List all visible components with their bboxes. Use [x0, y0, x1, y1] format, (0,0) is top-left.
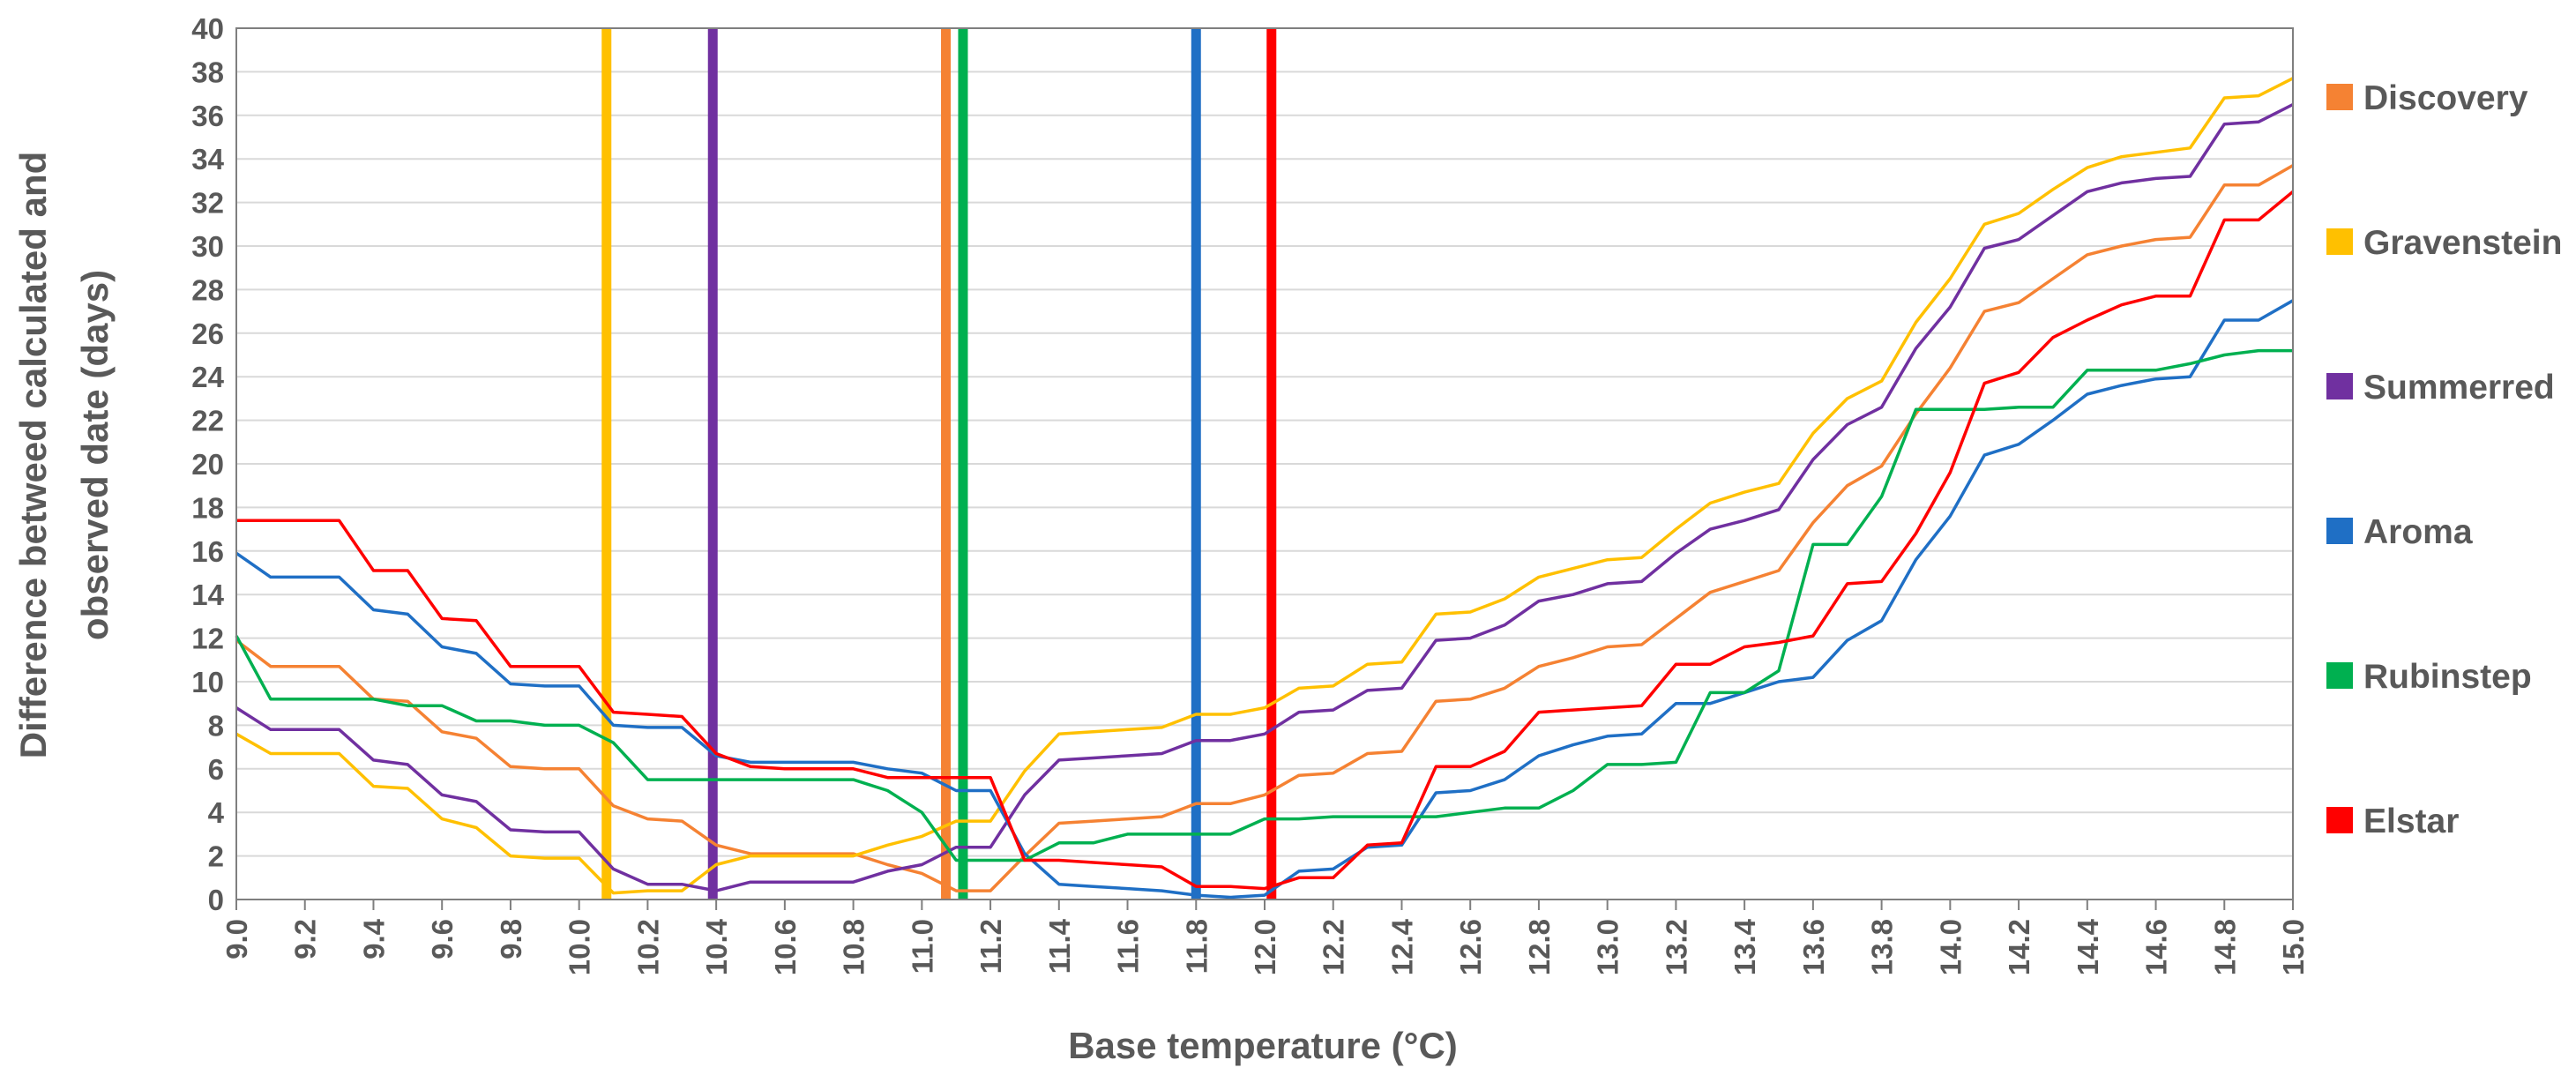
y-tick-label: 30 — [191, 230, 224, 263]
y-tick-label: 28 — [191, 273, 224, 306]
legend-swatch-rubinstep — [2326, 662, 2353, 689]
x-tick-label: 12.4 — [1385, 918, 1418, 975]
x-tick-label: 14.8 — [2208, 919, 2241, 975]
legend-label-discovery: Discovery — [2363, 79, 2528, 117]
optimum-markers — [601, 28, 1277, 900]
legend-swatch-aroma — [2326, 518, 2353, 544]
x-tick-label: 10.6 — [769, 919, 802, 975]
y-tick-label: 22 — [191, 405, 224, 437]
legend-swatch-discovery — [2326, 84, 2353, 110]
x-tick-label: 10.0 — [564, 919, 596, 975]
x-tick-label: 13.2 — [1660, 919, 1692, 975]
y-axis-title-line-2: observed date (days) — [74, 270, 116, 640]
x-tick-label: 12.8 — [1523, 919, 1556, 975]
x-tick-label: 9.0 — [220, 919, 253, 959]
y-tick-label: 18 — [191, 491, 224, 524]
y-tick-label: 40 — [191, 12, 224, 45]
x-axis-ticks: 9.0 9.2 9.4 9.6 9.8 10.0 10.2 10.4 10.6 10.8 11.0 1… — [220, 900, 2310, 975]
y-tick-label: 24 — [191, 361, 224, 393]
y-tick-label: 34 — [191, 143, 224, 175]
y-tick-label: 6 — [208, 753, 224, 786]
legend: Discovery Gravenstein Summerred Aroma Rubins… — [2326, 79, 2562, 840]
x-tick-label: 11.6 — [1112, 919, 1145, 974]
y-tick-label: 12 — [191, 623, 224, 655]
series-line-rubinstep — [235, 348, 2293, 862]
x-tick-label: 12.0 — [1249, 919, 1281, 975]
series-line-summerred — [235, 102, 2294, 892]
y-tick-label: 0 — [208, 884, 224, 916]
x-tick-label: 14.2 — [2003, 919, 2035, 975]
y-tick-label: 36 — [191, 100, 224, 132]
legend-swatch-summerred — [2326, 373, 2353, 399]
series-lines — [235, 77, 2295, 900]
legend-swatch-gravenstein — [2326, 228, 2353, 255]
x-tick-label: 10.4 — [700, 918, 733, 975]
y-tick-label: 8 — [208, 709, 224, 742]
y-tick-label: 32 — [191, 187, 224, 220]
x-tick-label: 9.2 — [289, 919, 322, 959]
gridlines — [236, 27, 2293, 900]
x-tick-label: 14.0 — [1934, 919, 1967, 975]
x-tick-label: 13.4 — [1729, 918, 1761, 975]
x-tick-label: 11.0 — [906, 919, 938, 974]
series-line-gravenstein — [235, 77, 2294, 895]
legend-label-summerred: Summerred — [2363, 369, 2555, 407]
x-tick-label: 15.0 — [2277, 919, 2310, 975]
y-tick-label: 2 — [208, 840, 224, 873]
series-line-elstar — [236, 190, 2295, 891]
y-tick-label: 10 — [191, 666, 224, 698]
legend-label-rubinstep: Rubinstep — [2363, 658, 2532, 696]
x-tick-label: 9.8 — [495, 919, 527, 959]
y-tick-label: 14 — [191, 579, 224, 611]
x-tick-label: 13.8 — [1866, 919, 1899, 975]
legend-label-gravenstein: Gravenstein — [2363, 224, 2562, 262]
series-line-discovery — [235, 164, 2294, 892]
legend-label-aroma: Aroma — [2363, 513, 2473, 551]
series-line-aroma — [235, 299, 2294, 900]
y-axis-title-line-1: Difference betweed calculated and — [12, 152, 54, 759]
x-tick-label: 9.6 — [426, 919, 459, 959]
x-tick-label: 10.8 — [838, 919, 870, 975]
x-tick-label: 11.2 — [974, 919, 1007, 974]
y-tick-label: 16 — [191, 535, 224, 568]
x-tick-label: 12.6 — [1454, 919, 1487, 975]
x-axis-title: Base temperature (°C) — [1068, 1025, 1458, 1066]
legend-swatch-elstar — [2326, 807, 2353, 833]
legend-label-elstar: Elstar — [2363, 803, 2459, 840]
x-tick-label: 13.0 — [1592, 919, 1624, 975]
y-tick-label: 4 — [208, 796, 225, 829]
x-tick-label: 12.2 — [1318, 919, 1350, 975]
x-tick-label: 10.2 — [631, 919, 664, 975]
x-tick-label: 13.6 — [1797, 919, 1830, 975]
x-tick-label: 11.4 — [1043, 918, 1076, 974]
y-tick-label: 20 — [191, 448, 224, 481]
x-tick-label: 9.4 — [357, 918, 390, 959]
y-tick-label: 38 — [191, 56, 224, 88]
y-tick-label: 26 — [191, 317, 224, 350]
x-tick-label: 14.6 — [2140, 919, 2173, 975]
x-tick-label: 11.8 — [1180, 919, 1213, 974]
x-tick-label: 14.4 — [2072, 918, 2104, 975]
